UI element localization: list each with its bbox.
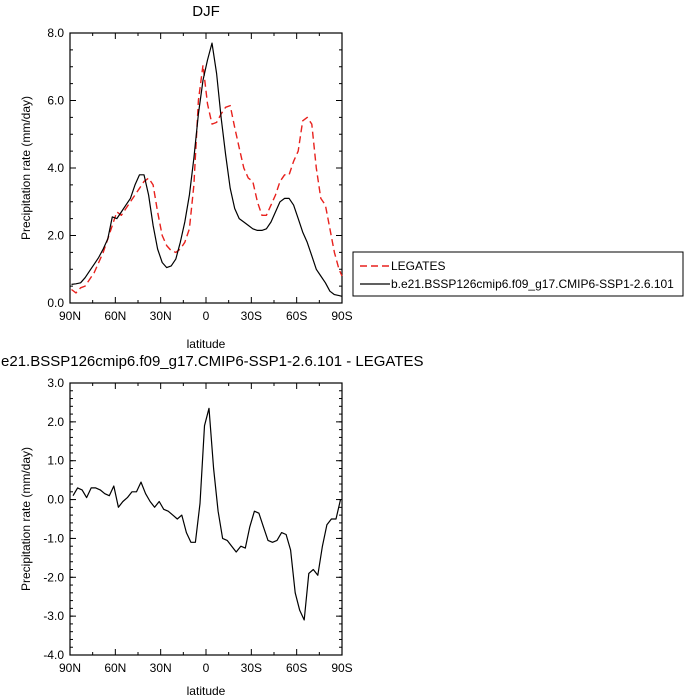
bottom-xtick-label: 90N: [59, 661, 81, 675]
bottom-ytick-label: 3.0: [47, 376, 64, 390]
top-ytick-label: 4.0: [47, 161, 64, 175]
bottom-ytick-label: -4.0: [43, 648, 64, 662]
bottom-plot-series: [72, 407, 342, 621]
bottom-xtick-label: 60N: [104, 661, 126, 675]
top-xtick-label: 60N: [104, 309, 126, 323]
bottom-plot: b.e21.BSSP126cmip6.f09_g17.CMIP6-SSP1-2.…: [0, 353, 423, 698]
top-plot-ylabel: Precipitation rate (mm/day): [19, 96, 33, 240]
top-ytick-label: 8.0: [47, 26, 64, 40]
bottom-plot-ylabel: Precipitation rate (mm/day): [19, 447, 33, 591]
top-series-line-model: [71, 42, 343, 297]
top-plot-series: [71, 42, 343, 297]
bottom-plot-xlabel: latitude: [187, 684, 226, 698]
bottom-plot-title: b.e21.BSSP126cmip6.f09_g17.CMIP6-SSP1-2.…: [0, 353, 423, 370]
top-xtick-label: 90S: [331, 309, 352, 323]
bottom-series-line-difference: [72, 407, 342, 621]
top-plot: DJF latitude Precipitation rate (mm/day)…: [19, 3, 353, 351]
bottom-ytick-label: -3.0: [43, 609, 64, 623]
bottom-ytick-label: 0.0: [47, 493, 64, 507]
top-ytick-label: 6.0: [47, 94, 64, 108]
bottom-xtick-label: 60S: [286, 661, 307, 675]
top-plot-ticks: 90N 60N 30N 0 30S 60S 90S 0.0 2.0 4.0 6.0 8.0: [47, 26, 352, 323]
bottom-ytick-label: -2.0: [43, 570, 64, 584]
top-plot-xlabel: latitude: [187, 337, 226, 351]
bottom-plot-ticks: 90N 60N 30N 0 30S 60S 90S -4.0 -3.0 -2.0 -1.0 0.0 1.…: [43, 376, 352, 675]
bottom-xtick-label: 0: [203, 661, 210, 675]
legend-box: [352, 251, 684, 297]
bottom-ytick-label: 2.0: [47, 415, 64, 429]
top-ytick-label: 0.0: [47, 296, 64, 310]
top-xtick-label: 60S: [286, 309, 307, 323]
bottom-xtick-label: 90S: [331, 661, 352, 675]
top-plot-title: DJF: [192, 3, 220, 20]
bottom-ytick-label: -1.0: [43, 531, 64, 545]
bottom-xtick-label: 30S: [241, 661, 262, 675]
top-xtick-label: 30S: [241, 309, 262, 323]
top-xtick-label: 90N: [59, 309, 81, 323]
legend-label-legates: LEGATES: [391, 259, 445, 273]
top-ytick-label: 2.0: [47, 229, 64, 243]
bottom-xtick-label: 30N: [150, 661, 172, 675]
legend: LEGATES b.e21.BSSP126cmip6.f09_g17.CMIP6…: [352, 251, 684, 297]
top-plot-frame: [69, 32, 343, 304]
top-xtick-label: 0: [203, 309, 210, 323]
top-xtick-label: 30N: [150, 309, 172, 323]
bottom-ytick-label: 1.0: [47, 454, 64, 468]
legend-label-model: b.e21.BSSP126cmip6.f09_g17.CMIP6-SSP1-2.…: [391, 277, 674, 291]
top-series-line-legates: [71, 64, 343, 294]
